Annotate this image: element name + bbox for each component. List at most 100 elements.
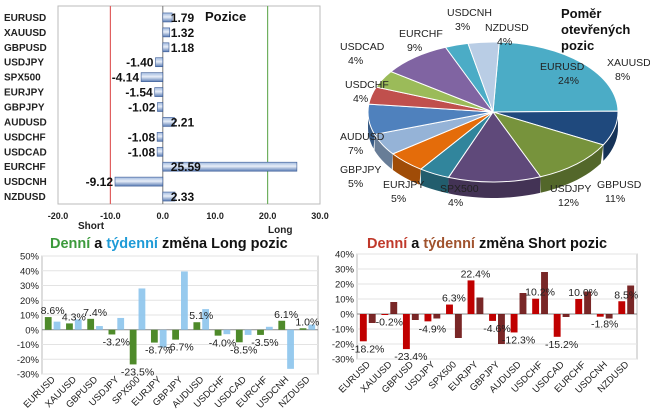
position-bar — [157, 102, 164, 112]
pie-slice-label: USDCHF — [345, 79, 389, 91]
change-value-label: -6.7% — [166, 342, 193, 354]
short-changes-title: Denní a týdenní změna Short pozic — [367, 236, 607, 252]
positions-chart: EURUSD 1.79 XAUUSD 1.32 GBPUSD 1.18 USDJPY -1.4… — [0, 0, 335, 236]
category-label: GBPUSD — [4, 43, 47, 54]
change-value-label: -18.2% — [351, 343, 384, 355]
value-label: -4.14 — [112, 71, 140, 85]
position-bar — [156, 146, 164, 157]
change-value-label: 1.0% — [295, 316, 319, 328]
y-tick-label: 20% — [20, 296, 40, 307]
pie-slice-percent: 11% — [605, 193, 625, 205]
weekly-change-bar — [138, 288, 146, 330]
value-label: -1.54 — [125, 86, 153, 100]
change-value-label: 10.2% — [525, 287, 555, 299]
daily-change-bar — [278, 320, 286, 330]
weekly-change-bar — [287, 329, 294, 369]
y-tick-label: -20% — [332, 340, 355, 351]
category-label: EURCHF — [4, 162, 46, 173]
weekly-change-bar — [584, 291, 592, 314]
daily-change-bar — [618, 301, 626, 314]
pie-slice-label: EURCHF — [399, 28, 443, 40]
position-bar — [162, 12, 173, 23]
pie-slice-percent: 5% — [391, 193, 406, 205]
value-label: -1.08 — [128, 145, 156, 159]
daily-change-bar — [510, 314, 518, 333]
long-changes-title: Denní a týdenní změna Long pozic — [50, 236, 288, 252]
daily-change-bar — [489, 314, 496, 321]
value-label: 2.21 — [171, 115, 195, 129]
pie-slice — [492, 41, 619, 113]
weekly-change-bar — [265, 326, 273, 330]
y-tick-label: 40% — [20, 266, 40, 277]
weekly-change-bar — [627, 285, 635, 314]
short-title-part-2: a — [407, 236, 424, 252]
pie-slice-percent: 8% — [615, 71, 630, 83]
daily-change-bar — [108, 329, 116, 335]
weekly-change-bar — [519, 293, 527, 314]
pie-slice-percent: 3% — [455, 21, 470, 33]
pie-slice-side — [392, 153, 421, 185]
short-changes-chart-svg: 40%30%20%10%0%-10%-20%-30%-18.2%EURUSD-0… — [332, 250, 638, 396]
pie-slice-percent: 24% — [558, 75, 579, 87]
pie-slice — [447, 111, 542, 183]
short-label: Short — [78, 221, 105, 232]
short-changes-panel: Denní a týdenní změna Short pozic 40% 30%… — [325, 235, 650, 418]
pie-slice-percent: 5% — [348, 178, 363, 190]
category-label: EURJPY — [4, 88, 44, 99]
daily-change-bar — [467, 280, 475, 314]
daily-change-bar — [402, 314, 410, 350]
pie-slice-label: USDJPY — [550, 183, 591, 195]
pie-slice-label: GBPJPY — [340, 164, 381, 176]
pie-slice-percent: 9% — [407, 42, 422, 54]
change-value-label: -15.2% — [545, 339, 578, 351]
daily-change-bar — [235, 329, 243, 343]
daily-change-bar — [553, 314, 561, 337]
change-value-label: 6.1% — [274, 309, 298, 321]
daily-change-bar — [150, 329, 158, 343]
plot-area — [356, 253, 638, 360]
change-value-label: 5.1% — [189, 310, 213, 322]
change-value-label: -23.5% — [121, 366, 154, 378]
value-label: 2.33 — [171, 190, 195, 204]
weekly-change-bar — [411, 314, 419, 320]
change-value-label: -12.3% — [502, 334, 535, 346]
category-label: XAUUSD — [4, 28, 46, 39]
weekly-change-bar — [223, 329, 231, 335]
pie-slice-percent: 4% — [353, 93, 368, 105]
pie-chart: EURUSD 24% XAUUSD 8% GBPUSD 11% USDJPY 12% SPX50… — [335, 0, 650, 235]
long-title-part-1: Denní — [50, 236, 91, 252]
position-bar — [162, 161, 298, 172]
y-tick-label: 30% — [335, 265, 355, 276]
short-title-part-3: týdenní — [423, 236, 475, 252]
pie-slice-side — [420, 169, 449, 194]
y-tick-label: -10% — [17, 340, 40, 351]
daily-change-bar — [359, 314, 367, 342]
change-value-label: -1.8% — [591, 319, 618, 331]
pie-slice-label: NZDUSD — [485, 22, 529, 34]
category-label: GBPJPY — [4, 103, 45, 114]
positions-chart-svg: EURUSD 1.79 XAUUSD 1.32 GBPUSD 1.18 USDJPY -1.4… — [4, 5, 329, 236]
category-label: NZDUSD — [4, 192, 46, 203]
position-bar — [114, 176, 164, 187]
pie-slice-percent: 4% — [448, 197, 463, 209]
weekly-change-bar — [541, 272, 548, 314]
change-value-label: -0.2% — [376, 316, 403, 328]
weekly-change-bar — [202, 309, 210, 330]
long-title-part-3: týdenní — [106, 236, 158, 252]
x-tick-label: 30.0 — [311, 211, 329, 221]
weekly-change-bar — [498, 314, 505, 344]
pie-slice — [491, 111, 605, 178]
change-value-label: -4.6% — [483, 323, 510, 335]
value-label: -1.02 — [128, 101, 156, 115]
category-label: USDJPY — [4, 58, 44, 69]
change-value-label: 8.6% — [41, 305, 65, 317]
weekly-change-bar — [368, 314, 376, 323]
pie-title-line: Poměr — [561, 6, 601, 21]
category-label: AUDUSD — [4, 117, 47, 128]
pie-slice-label: USDCAD — [340, 41, 385, 53]
daily-change-bar — [532, 298, 540, 314]
weekly-change-bar — [562, 314, 570, 317]
y-tick-label: -30% — [17, 370, 40, 381]
daily-change-bar — [381, 314, 389, 315]
category-label: USDCAD — [4, 147, 47, 158]
